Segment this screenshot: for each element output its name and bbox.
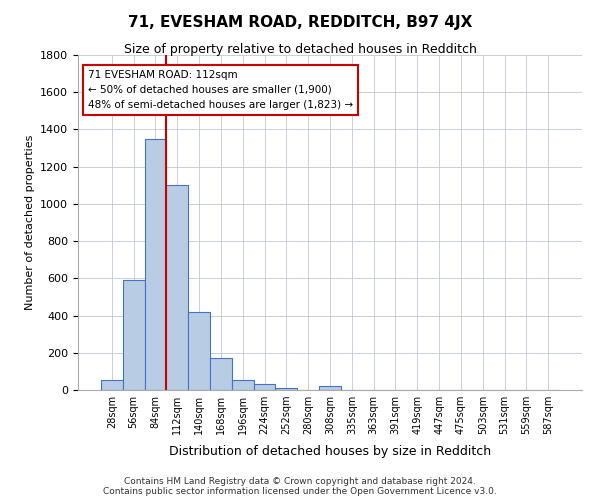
Bar bbox=[319, 386, 341, 390]
Bar bbox=[101, 380, 123, 390]
Text: 71 EVESHAM ROAD: 112sqm
← 50% of detached houses are smaller (1,900)
48% of semi: 71 EVESHAM ROAD: 112sqm ← 50% of detache… bbox=[88, 70, 353, 110]
Bar bbox=[275, 388, 297, 390]
Bar bbox=[166, 186, 188, 390]
Bar bbox=[210, 358, 232, 390]
Bar bbox=[254, 384, 275, 390]
Bar bbox=[123, 280, 145, 390]
Text: Contains public sector information licensed under the Open Government Licence v3: Contains public sector information licen… bbox=[103, 487, 497, 496]
Text: Size of property relative to detached houses in Redditch: Size of property relative to detached ho… bbox=[124, 42, 476, 56]
Text: 71, EVESHAM ROAD, REDDITCH, B97 4JX: 71, EVESHAM ROAD, REDDITCH, B97 4JX bbox=[128, 15, 472, 30]
Y-axis label: Number of detached properties: Number of detached properties bbox=[25, 135, 35, 310]
Bar bbox=[232, 380, 254, 390]
X-axis label: Distribution of detached houses by size in Redditch: Distribution of detached houses by size … bbox=[169, 446, 491, 458]
Text: Contains HM Land Registry data © Crown copyright and database right 2024.: Contains HM Land Registry data © Crown c… bbox=[124, 477, 476, 486]
Bar bbox=[188, 312, 210, 390]
Bar bbox=[145, 138, 166, 390]
